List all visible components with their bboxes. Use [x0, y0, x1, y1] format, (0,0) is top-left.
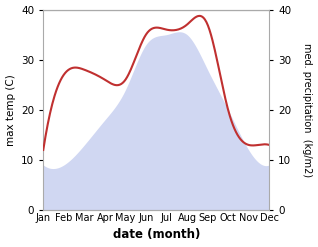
Y-axis label: max temp (C): max temp (C)	[5, 74, 16, 146]
X-axis label: date (month): date (month)	[113, 228, 200, 242]
Y-axis label: med. precipitation  (kg/m2): med. precipitation (kg/m2)	[302, 43, 313, 177]
